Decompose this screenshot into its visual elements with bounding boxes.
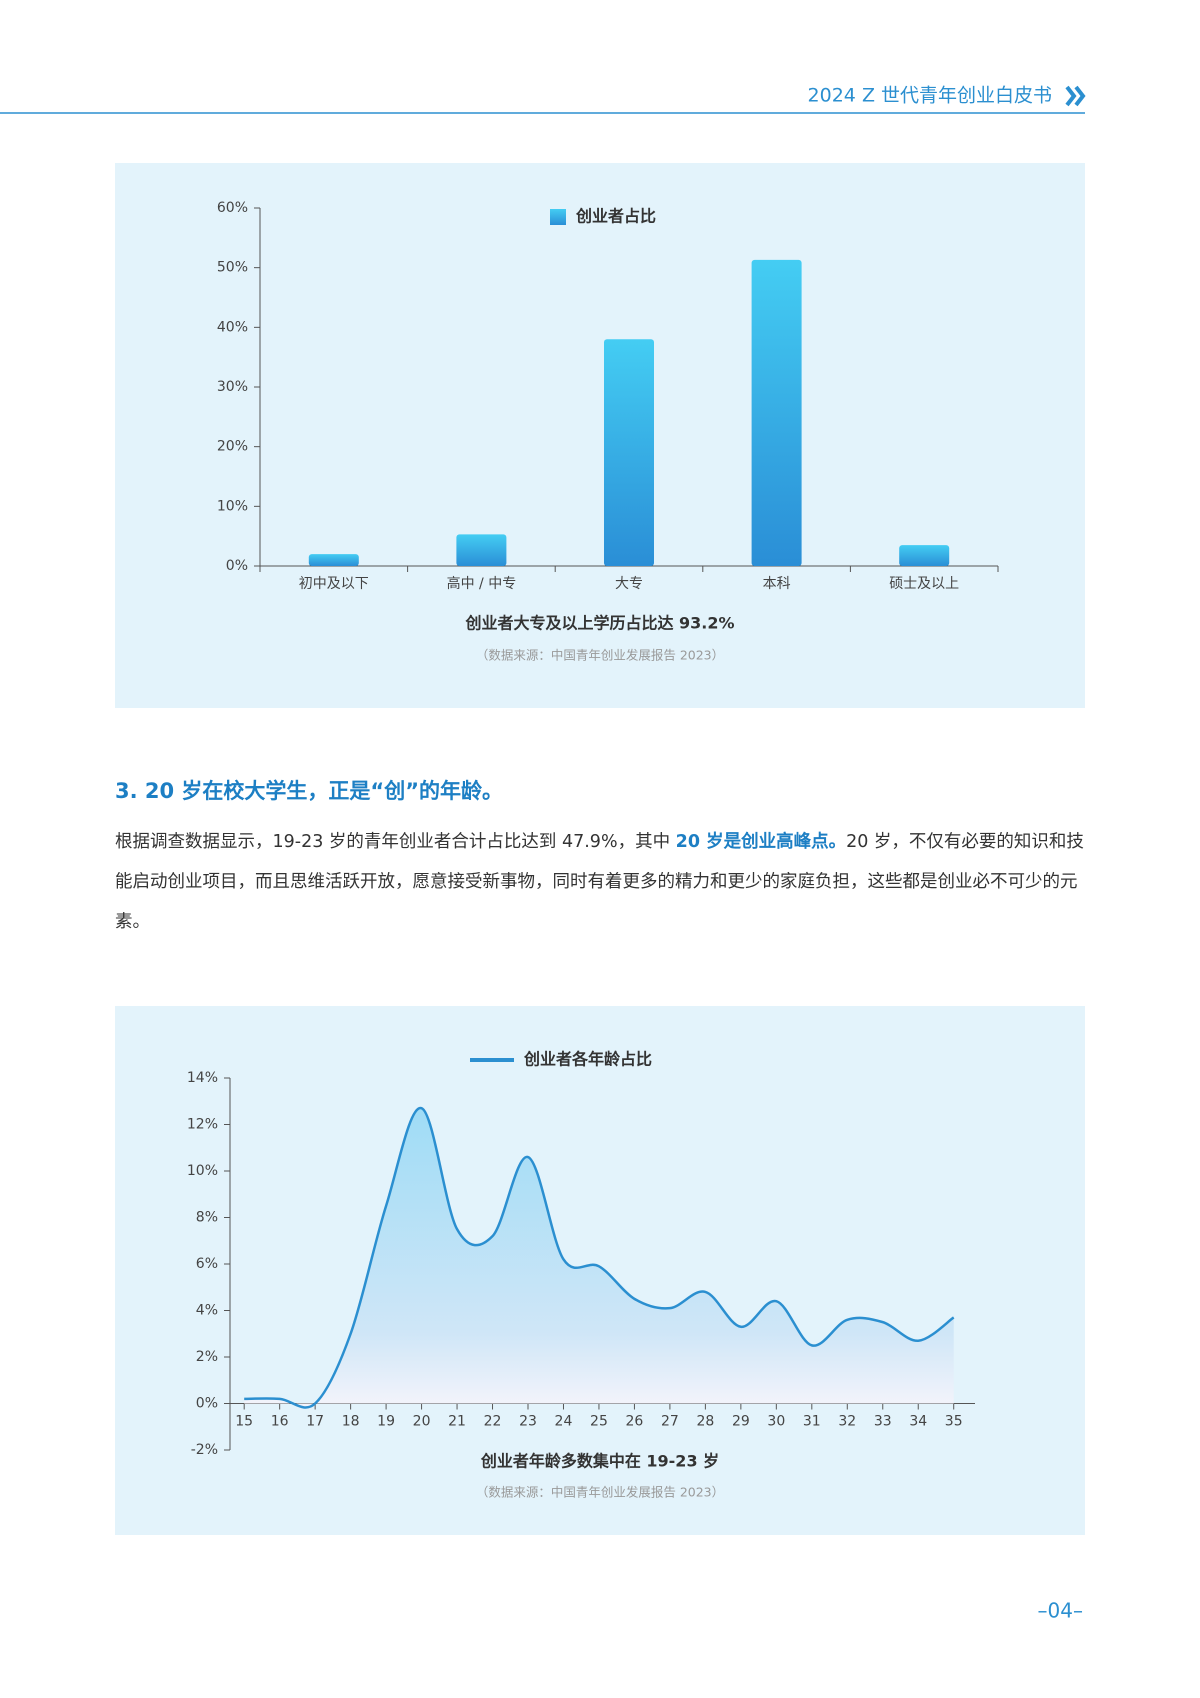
x-tick-label: 22 xyxy=(484,1414,502,1430)
chart-source: （数据来源：中国青年创业发展报告 2023） xyxy=(476,648,724,663)
y-tick-label: 6% xyxy=(196,1256,218,1272)
header-icon xyxy=(1065,85,1086,107)
legend-label: 创业者各年龄占比 xyxy=(523,1050,652,1069)
y-tick-label: 14% xyxy=(187,1070,218,1086)
section-heading: 3. 20 岁在校大学生，正是“创”的年龄。 xyxy=(115,779,503,803)
chart-panel xyxy=(115,163,1085,708)
y-tick-label: 12% xyxy=(187,1117,218,1133)
area xyxy=(244,1108,954,1408)
x-tick-label: 18 xyxy=(342,1414,360,1430)
x-tick-label: 19 xyxy=(377,1414,395,1430)
x-tick-label: 本科 xyxy=(763,576,791,592)
x-tick-label: 29 xyxy=(732,1414,750,1430)
x-tick-label: 30 xyxy=(767,1414,785,1430)
chart-caption: 创业者年龄多数集中在 19-23 岁 xyxy=(480,1452,719,1471)
paragraph-emphasis: 20 岁是创业高峰点。 xyxy=(675,832,847,852)
x-tick-label: 27 xyxy=(661,1414,679,1430)
x-tick-label: 高中 / 中专 xyxy=(447,575,517,592)
x-tick-label: 28 xyxy=(696,1414,714,1430)
x-tick-label: 23 xyxy=(519,1414,537,1430)
y-tick-label: 60% xyxy=(217,200,248,216)
page-number: –04– xyxy=(1038,1599,1083,1623)
bar xyxy=(604,339,654,566)
y-tick-label: 30% xyxy=(217,379,248,395)
x-tick-label: 24 xyxy=(555,1414,573,1430)
x-tick-label: 15 xyxy=(235,1414,253,1430)
x-tick-label: 初中及以下 xyxy=(299,575,369,592)
y-tick-label: 8% xyxy=(196,1210,218,1226)
y-tick-label: 20% xyxy=(217,439,248,455)
y-tick-label: 0% xyxy=(196,1396,218,1412)
chart-source: （数据来源：中国青年创业发展报告 2023） xyxy=(476,1485,724,1500)
paragraph: 根据调查数据显示，19-23 岁的青年创业者合计占比达到 47.9%，其中 20… xyxy=(115,822,1090,942)
legend-swatch xyxy=(550,209,566,225)
bar xyxy=(456,534,507,566)
x-tick-label: 35 xyxy=(945,1414,963,1430)
header-title: 2024 Z 世代青年创业白皮书 xyxy=(808,85,1052,107)
x-tick-label: 26 xyxy=(626,1414,644,1430)
y-tick-label: 10% xyxy=(187,1163,218,1179)
x-tick-label: 25 xyxy=(590,1414,608,1430)
paragraph-text: 20 岁，不仅有必要的知识和技能启动创业项目，而且思维活跃开放，愿意接受新事物，… xyxy=(115,832,1084,932)
x-tick-label: 20 xyxy=(413,1414,431,1430)
x-tick-label: 34 xyxy=(909,1414,927,1430)
x-tick-label: 21 xyxy=(448,1414,466,1430)
x-tick-label: 32 xyxy=(838,1414,856,1430)
chart-caption: 创业者大专及以上学历占比达 93.2% xyxy=(464,614,734,633)
y-tick-label: 50% xyxy=(217,260,248,276)
bar xyxy=(899,545,950,566)
y-tick-label: 0% xyxy=(226,558,248,574)
x-tick-label: 33 xyxy=(874,1414,892,1430)
line xyxy=(244,1106,955,1409)
x-tick-label: 16 xyxy=(271,1414,289,1430)
y-tick-label: -2% xyxy=(191,1442,218,1458)
y-tick-label: 2% xyxy=(196,1349,218,1365)
x-tick-label: 大专 xyxy=(615,576,643,592)
y-tick-label: 10% xyxy=(217,498,248,514)
paragraph-text: 根据调查数据显示，19-23 岁的青年创业者合计占比达到 47.9%，其中 xyxy=(115,832,676,852)
x-tick-label: 硕士及以上 xyxy=(889,576,959,592)
legend-label: 创业者占比 xyxy=(575,207,656,226)
y-tick-label: 4% xyxy=(196,1303,218,1319)
x-tick-label: 31 xyxy=(803,1414,821,1430)
bar xyxy=(308,554,359,566)
y-tick-label: 40% xyxy=(217,319,248,335)
bar xyxy=(751,259,802,566)
x-tick-label: 17 xyxy=(306,1414,324,1430)
